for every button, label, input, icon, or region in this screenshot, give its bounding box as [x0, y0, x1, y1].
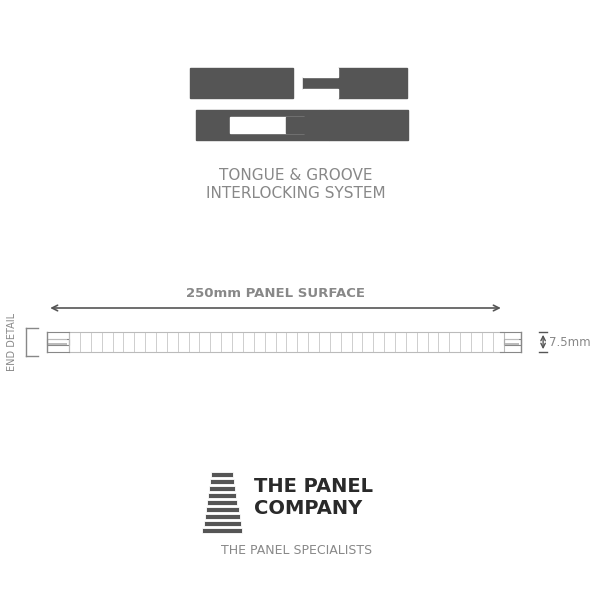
Bar [286, 117, 336, 133]
Bar [505, 340, 520, 341]
Bar [69, 332, 503, 352]
Bar [503, 339, 521, 345]
Bar [230, 117, 304, 133]
Bar [207, 500, 238, 505]
Bar [210, 479, 234, 484]
Bar [196, 110, 329, 140]
Text: 7.5mm: 7.5mm [549, 335, 590, 349]
Bar [208, 493, 236, 498]
Bar [303, 89, 338, 98]
Bar [49, 341, 67, 342]
Text: TONGUE & GROOVE: TONGUE & GROOVE [220, 168, 373, 183]
Bar [211, 472, 233, 477]
Bar [303, 68, 338, 77]
Bar [329, 110, 408, 140]
Bar [505, 341, 520, 342]
Bar [203, 521, 241, 526]
Text: 250mm PANEL SURFACE: 250mm PANEL SURFACE [186, 287, 365, 300]
Bar [303, 77, 347, 89]
Text: INTERLOCKING SYSTEM: INTERLOCKING SYSTEM [206, 186, 386, 201]
Text: END DETAIL: END DETAIL [7, 313, 17, 371]
Bar [205, 514, 240, 519]
Bar [47, 339, 69, 345]
Bar [209, 486, 235, 491]
Bar [49, 340, 67, 341]
Text: COMPANY: COMPANY [254, 499, 362, 518]
Bar [206, 507, 239, 512]
Bar [338, 68, 407, 98]
Text: THE PANEL SPECIALISTS: THE PANEL SPECIALISTS [221, 544, 372, 557]
Bar [202, 528, 242, 533]
Bar [190, 68, 293, 98]
Text: THE PANEL: THE PANEL [254, 477, 373, 496]
